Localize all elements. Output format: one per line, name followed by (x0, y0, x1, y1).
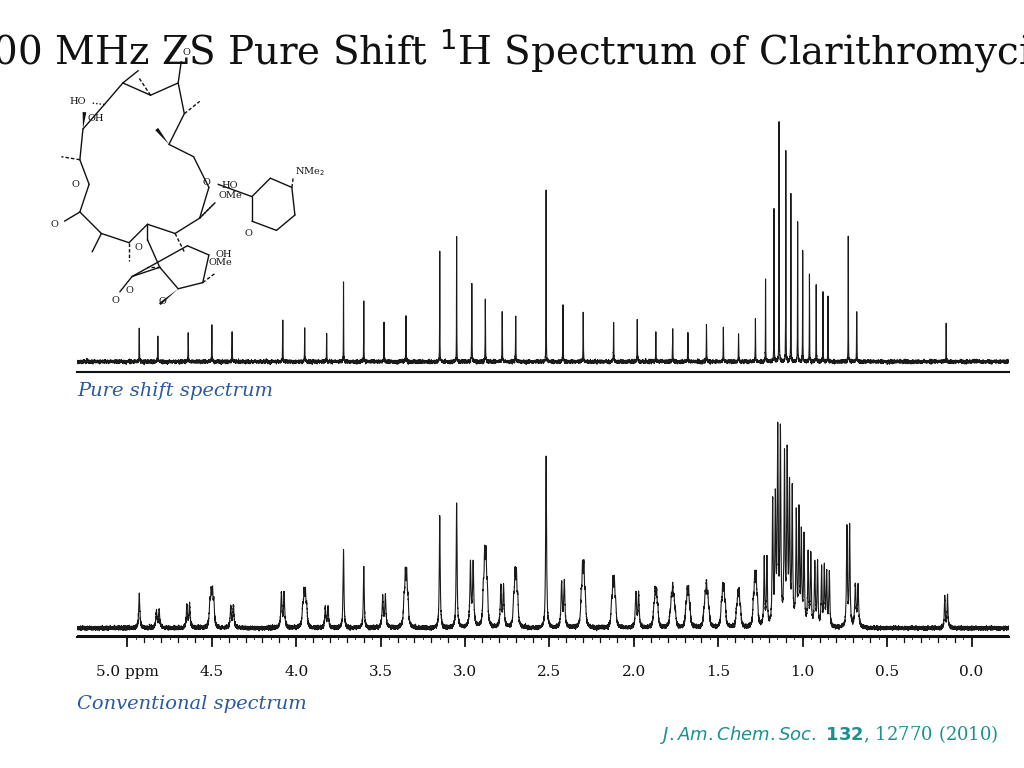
Text: HO: HO (221, 181, 238, 190)
Text: O: O (125, 286, 133, 295)
Text: OMe: OMe (209, 258, 232, 267)
Text: O: O (72, 180, 80, 189)
Text: 1.5: 1.5 (707, 665, 730, 679)
Polygon shape (159, 289, 178, 305)
Text: NMe$_2$: NMe$_2$ (295, 165, 325, 178)
Text: $\it{J. Am. Chem. Soc.}$ $\bf{132}$, 12770 (2010): $\it{J. Am. Chem. Soc.}$ $\bf{132}$, 127… (659, 723, 998, 746)
Text: 4.0: 4.0 (284, 665, 308, 679)
Text: 0.5: 0.5 (876, 665, 899, 679)
Text: 3.0: 3.0 (453, 665, 477, 679)
Text: OH: OH (215, 250, 231, 260)
Text: OH: OH (87, 114, 104, 123)
Text: 2.0: 2.0 (622, 665, 646, 679)
Text: O: O (182, 48, 190, 57)
Text: 5.0 ppm: 5.0 ppm (96, 665, 159, 679)
Text: 1.0: 1.0 (791, 665, 815, 679)
Text: HO: HO (70, 97, 86, 106)
Polygon shape (83, 112, 86, 129)
Text: O: O (158, 296, 166, 306)
Text: O: O (50, 220, 58, 229)
Text: 2.5: 2.5 (538, 665, 561, 679)
Text: O: O (245, 229, 253, 238)
Text: O: O (112, 296, 119, 306)
Text: 400 MHz ZS Pure Shift $^{1}$H Spectrum of Clarithromycin: 400 MHz ZS Pure Shift $^{1}$H Spectrum o… (0, 27, 1024, 74)
Text: O: O (203, 178, 211, 187)
Text: Conventional spectrum: Conventional spectrum (77, 695, 306, 713)
Text: O: O (135, 243, 143, 252)
Text: OMe: OMe (218, 190, 242, 200)
Polygon shape (156, 128, 169, 144)
Text: Pure shift spectrum: Pure shift spectrum (77, 382, 272, 399)
Text: 4.5: 4.5 (200, 665, 224, 679)
Text: 3.5: 3.5 (369, 665, 392, 679)
Text: 0.0: 0.0 (959, 665, 984, 679)
